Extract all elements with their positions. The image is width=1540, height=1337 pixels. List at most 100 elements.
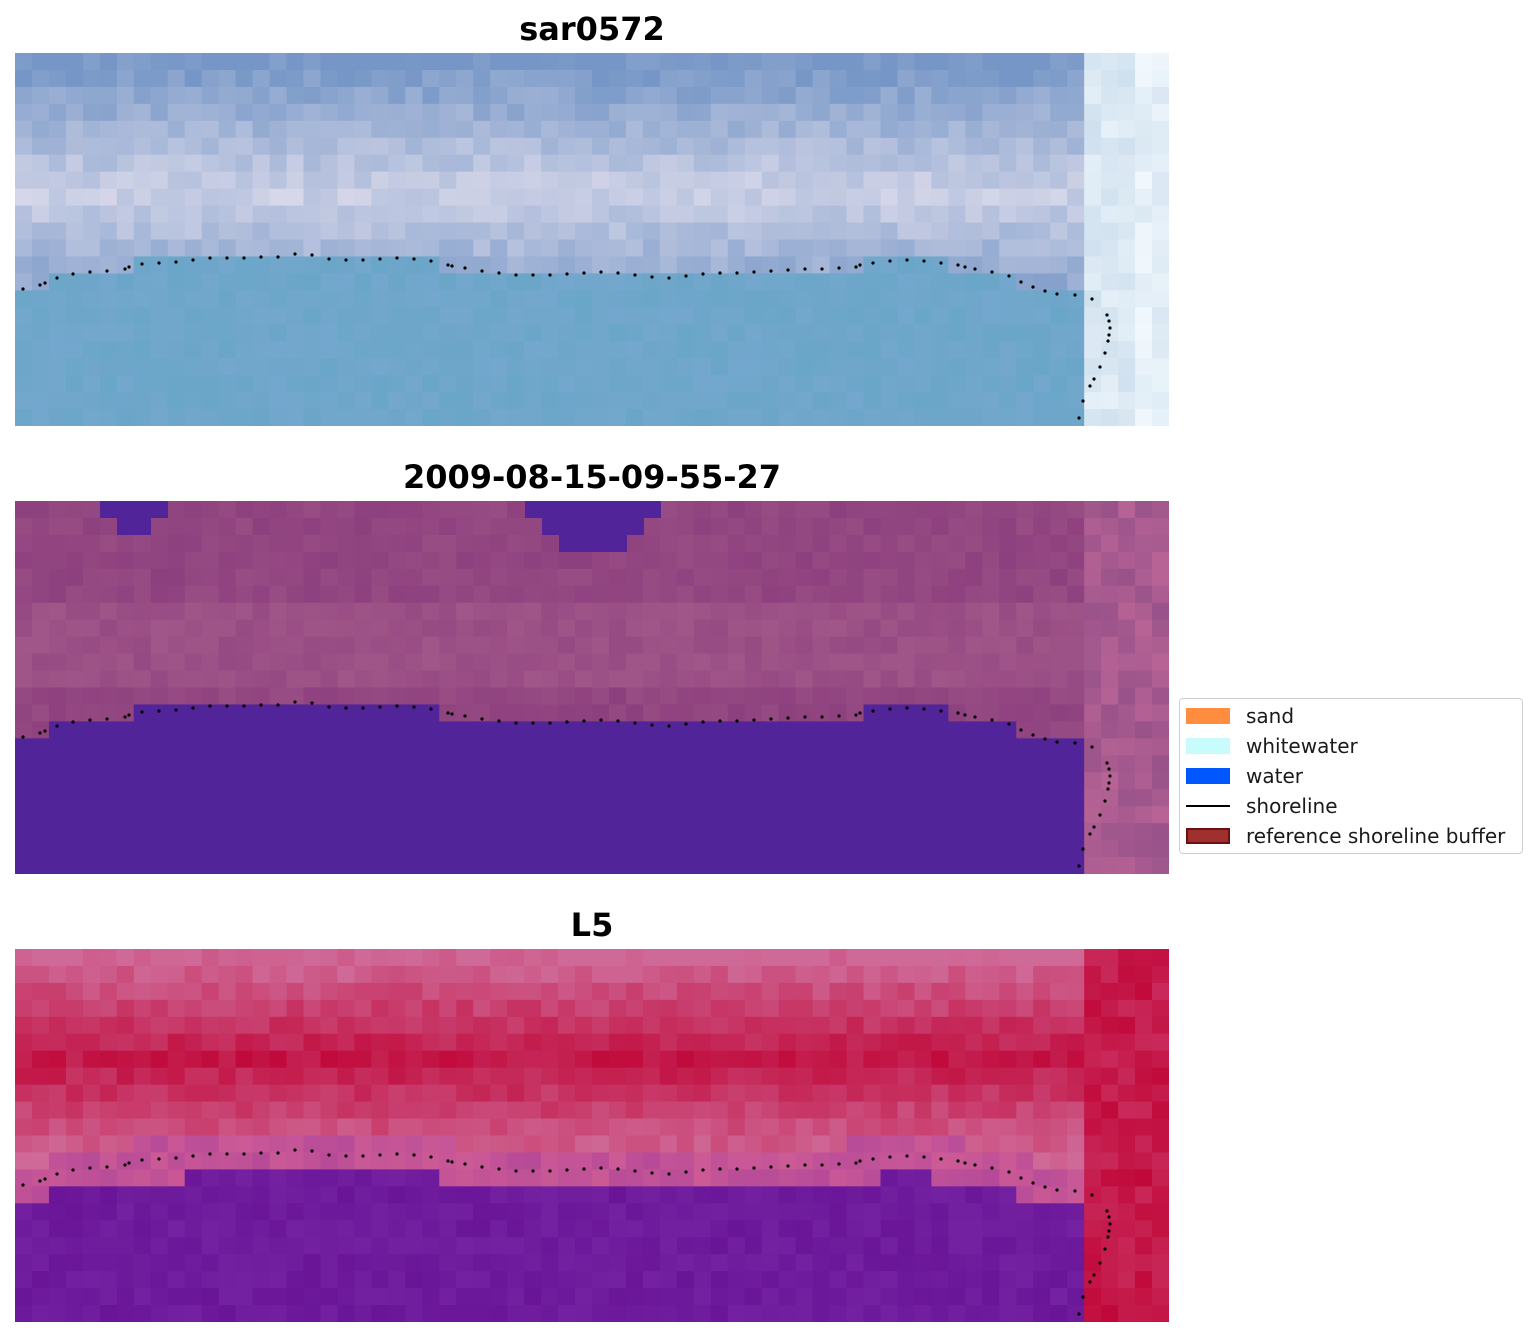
image-pixel — [201, 965, 220, 984]
image-pixel — [592, 999, 610, 1018]
image-pixel — [829, 1050, 848, 1069]
image-pixel — [982, 1288, 1000, 1306]
image-pixel — [999, 1118, 1017, 1137]
image-pixel — [592, 619, 610, 638]
image-pixel — [456, 823, 474, 841]
shoreline-point — [344, 706, 348, 710]
image-pixel — [167, 1135, 186, 1154]
image-pixel — [693, 154, 712, 173]
image-pixel — [116, 290, 135, 308]
image-pixel — [48, 806, 67, 824]
image-pixel — [252, 307, 271, 325]
image-pixel — [371, 501, 389, 519]
shoreline-point — [1103, 351, 1107, 355]
image-pixel — [252, 619, 271, 638]
image-pixel — [625, 239, 644, 258]
image-pixel — [405, 704, 423, 722]
image-pixel — [1152, 965, 1169, 984]
image-pixel — [999, 1135, 1017, 1154]
image-pixel — [303, 501, 322, 519]
image-pixel — [48, 823, 67, 841]
image-pixel — [48, 1016, 67, 1035]
image-pixel — [218, 636, 237, 655]
image-pixel — [558, 1084, 576, 1103]
image-pixel — [676, 721, 695, 739]
image-pixel — [354, 755, 372, 773]
image-pixel — [710, 171, 729, 190]
image-pixel — [269, 375, 288, 393]
image-pixel — [218, 1084, 237, 1103]
image-pixel — [48, 171, 67, 190]
image-pixel — [608, 1016, 627, 1035]
image-pixel — [252, 738, 271, 756]
image-pixel — [931, 188, 949, 207]
image-pixel — [1084, 840, 1102, 858]
image-pixel — [252, 69, 271, 88]
image-pixel — [507, 619, 525, 638]
image-pixel — [184, 86, 203, 105]
image-pixel — [575, 585, 593, 604]
image-pixel — [235, 585, 254, 604]
image-pixel — [931, 53, 949, 71]
image-pixel — [931, 585, 949, 604]
image-pixel — [592, 568, 610, 587]
image-pixel — [456, 53, 474, 71]
image-pixel — [948, 1220, 966, 1238]
image-pixel — [405, 171, 423, 190]
image-pixel — [897, 341, 916, 359]
image-pixel — [1033, 806, 1051, 824]
image-pixel — [863, 273, 882, 291]
image-pixel — [269, 1169, 288, 1187]
image-pixel — [625, 1033, 644, 1052]
image-pixel — [575, 738, 593, 756]
image-pixel — [116, 965, 135, 984]
image-pixel — [201, 341, 220, 359]
image-pixel — [778, 103, 797, 122]
legend-item-shoreline: shoreline — [1186, 794, 1338, 818]
image-pixel — [286, 806, 305, 824]
image-pixel — [371, 1135, 389, 1154]
image-pixel — [184, 704, 203, 722]
image-pixel — [693, 772, 712, 790]
image-pixel — [133, 1305, 152, 1322]
image-pixel — [931, 1237, 949, 1255]
image-pixel — [303, 840, 322, 858]
image-pixel — [184, 1152, 203, 1170]
image-pixel — [558, 857, 576, 874]
image-pixel — [150, 999, 169, 1018]
image-pixel — [82, 239, 101, 258]
image-pixel — [846, 154, 865, 173]
image-pixel — [82, 409, 101, 426]
image-pixel — [812, 392, 831, 410]
image-pixel — [659, 823, 678, 841]
shoreline-point — [1055, 292, 1059, 296]
image-pixel — [727, 772, 746, 790]
shoreline-point — [242, 256, 246, 260]
image-pixel — [1016, 551, 1034, 570]
image-pixel — [116, 653, 135, 672]
image-pixel — [1016, 687, 1034, 706]
image-pixel — [439, 789, 457, 807]
image-pixel — [727, 982, 746, 1001]
image-pixel — [473, 517, 491, 536]
image-pixel — [269, 1101, 288, 1120]
image-pixel — [303, 1135, 322, 1154]
image-pixel — [592, 1101, 610, 1120]
image-pixel — [422, 1254, 440, 1272]
image-pixel — [829, 324, 848, 342]
image-pixel — [693, 1186, 712, 1204]
image-pixel — [286, 120, 305, 139]
image-pixel — [133, 999, 152, 1018]
image-pixel — [150, 358, 169, 376]
image-pixel — [999, 789, 1017, 807]
image-pixel — [965, 1050, 983, 1069]
image-pixel — [201, 120, 220, 139]
image-pixel — [897, 222, 916, 241]
image-pixel — [1118, 602, 1136, 621]
image-pixel — [507, 965, 525, 984]
image-pixel — [982, 999, 1000, 1018]
image-pixel — [812, 999, 831, 1018]
image-pixel — [286, 188, 305, 207]
image-pixel — [65, 1016, 84, 1035]
image-pixel — [914, 1271, 933, 1289]
